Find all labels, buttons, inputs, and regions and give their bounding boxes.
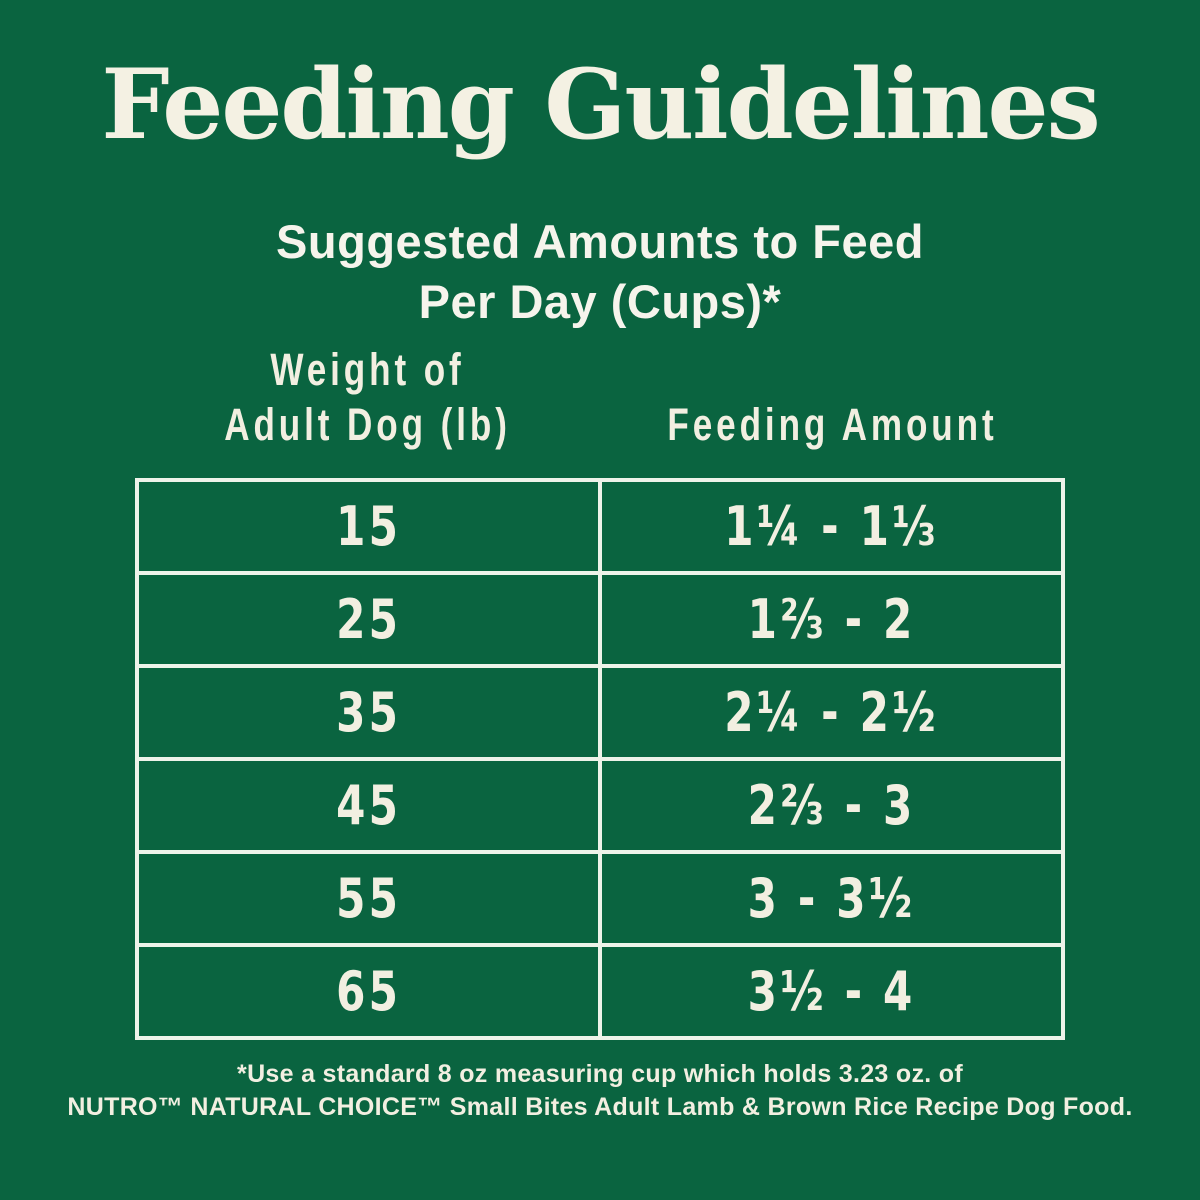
table-row: 55 3 - 3½ xyxy=(139,850,1061,943)
amount-value: 2⅔ - 3 xyxy=(747,774,916,837)
footnote-line-1: *Use a standard 8 oz measuring cup which… xyxy=(237,1060,963,1088)
table-row: 25 1⅔ - 2 xyxy=(139,571,1061,664)
subtitle-line-1: Suggested Amounts to Feed xyxy=(276,215,924,268)
amount-value: 1¼ - 1⅓ xyxy=(724,495,939,558)
weight-value: 55 xyxy=(336,867,401,930)
weight-cell: 65 xyxy=(139,947,602,1036)
weight-value: 25 xyxy=(336,588,401,651)
amount-cell: 2⅔ - 3 xyxy=(602,761,1061,850)
weight-cell: 15 xyxy=(139,482,602,571)
weight-cell: 25 xyxy=(139,575,602,664)
feeding-table: 15 1¼ - 1⅓ 25 1⅔ - 2 35 2¼ - 2½ 45 2⅔ - … xyxy=(135,478,1065,1040)
amount-value: 2¼ - 2½ xyxy=(724,681,939,744)
table-row: 65 3½ - 4 xyxy=(139,943,1061,1036)
amount-header-label: Feeding Amount xyxy=(667,399,998,450)
weight-value: 15 xyxy=(336,495,401,558)
amount-cell: 2¼ - 2½ xyxy=(602,668,1061,757)
weight-cell: 35 xyxy=(139,668,602,757)
amount-cell: 3 - 3½ xyxy=(602,854,1061,943)
weight-cell: 45 xyxy=(139,761,602,850)
amount-value: 3 - 3½ xyxy=(747,867,916,930)
table-row: 45 2⅔ - 3 xyxy=(139,757,1061,850)
amount-value: 1⅔ - 2 xyxy=(747,588,916,651)
weight-value: 45 xyxy=(336,774,401,837)
page-subtitle: Suggested Amounts to Feed Per Day (Cups)… xyxy=(0,212,1200,332)
column-headers: Weight of Adult Dog (lb) Feeding Amount xyxy=(135,342,1065,478)
table-row: 35 2¼ - 2½ xyxy=(139,664,1061,757)
weight-value: 65 xyxy=(336,960,401,1023)
subtitle-line-2: Per Day (Cups)* xyxy=(418,275,782,328)
amount-cell: 1⅔ - 2 xyxy=(602,575,1061,664)
table-row: 15 1¼ - 1⅓ xyxy=(139,482,1061,571)
amount-cell: 1¼ - 1⅓ xyxy=(602,482,1061,571)
weight-header-line-1: Weight of xyxy=(270,344,465,395)
weight-column-header: Weight of Adult Dog (lb) xyxy=(135,342,600,452)
amount-value: 3½ - 4 xyxy=(747,960,916,1023)
weight-cell: 55 xyxy=(139,854,602,943)
page-title: Feeding Guidelines xyxy=(101,48,1100,161)
amount-cell: 3½ - 4 xyxy=(602,947,1061,1036)
weight-header-line-2: Adult Dog (lb) xyxy=(224,399,511,450)
weight-value: 35 xyxy=(336,681,401,744)
footnote: *Use a standard 8 oz measuring cup which… xyxy=(0,1058,1200,1124)
footnote-line-2: NUTRO™ NATURAL CHOICE™ Small Bites Adult… xyxy=(67,1093,1133,1121)
amount-column-header: Feeding Amount xyxy=(600,397,1065,452)
